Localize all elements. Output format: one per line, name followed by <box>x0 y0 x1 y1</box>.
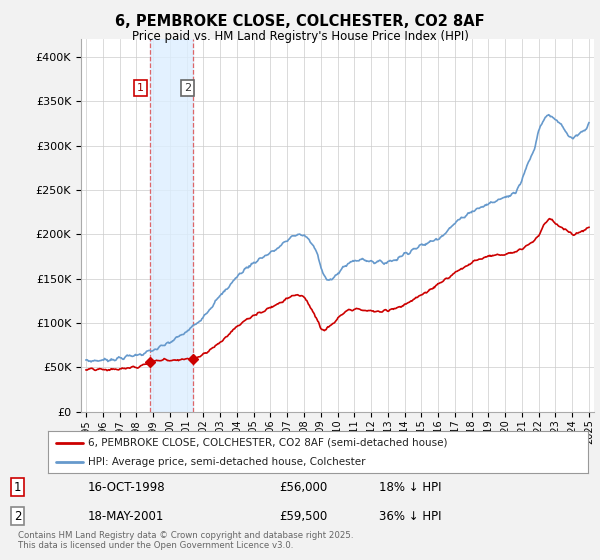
Text: 6, PEMBROKE CLOSE, COLCHESTER, CO2 8AF: 6, PEMBROKE CLOSE, COLCHESTER, CO2 8AF <box>115 14 485 29</box>
Text: £59,500: £59,500 <box>280 510 328 522</box>
Text: Contains HM Land Registry data © Crown copyright and database right 2025.
This d: Contains HM Land Registry data © Crown c… <box>18 531 353 550</box>
Text: 16-OCT-1998: 16-OCT-1998 <box>88 481 165 494</box>
Text: Price paid vs. HM Land Registry's House Price Index (HPI): Price paid vs. HM Land Registry's House … <box>131 30 469 43</box>
Text: 18% ↓ HPI: 18% ↓ HPI <box>379 481 441 494</box>
Text: 6, PEMBROKE CLOSE, COLCHESTER, CO2 8AF (semi-detached house): 6, PEMBROKE CLOSE, COLCHESTER, CO2 8AF (… <box>89 437 448 447</box>
Text: 1: 1 <box>137 83 144 93</box>
Text: HPI: Average price, semi-detached house, Colchester: HPI: Average price, semi-detached house,… <box>89 457 366 467</box>
Text: £56,000: £56,000 <box>280 481 328 494</box>
Text: 18-MAY-2001: 18-MAY-2001 <box>88 510 164 522</box>
Text: 36% ↓ HPI: 36% ↓ HPI <box>379 510 441 522</box>
Text: 2: 2 <box>14 510 22 522</box>
Bar <box>150 39 193 412</box>
Text: 1: 1 <box>14 481 22 494</box>
Text: 2: 2 <box>184 83 191 93</box>
